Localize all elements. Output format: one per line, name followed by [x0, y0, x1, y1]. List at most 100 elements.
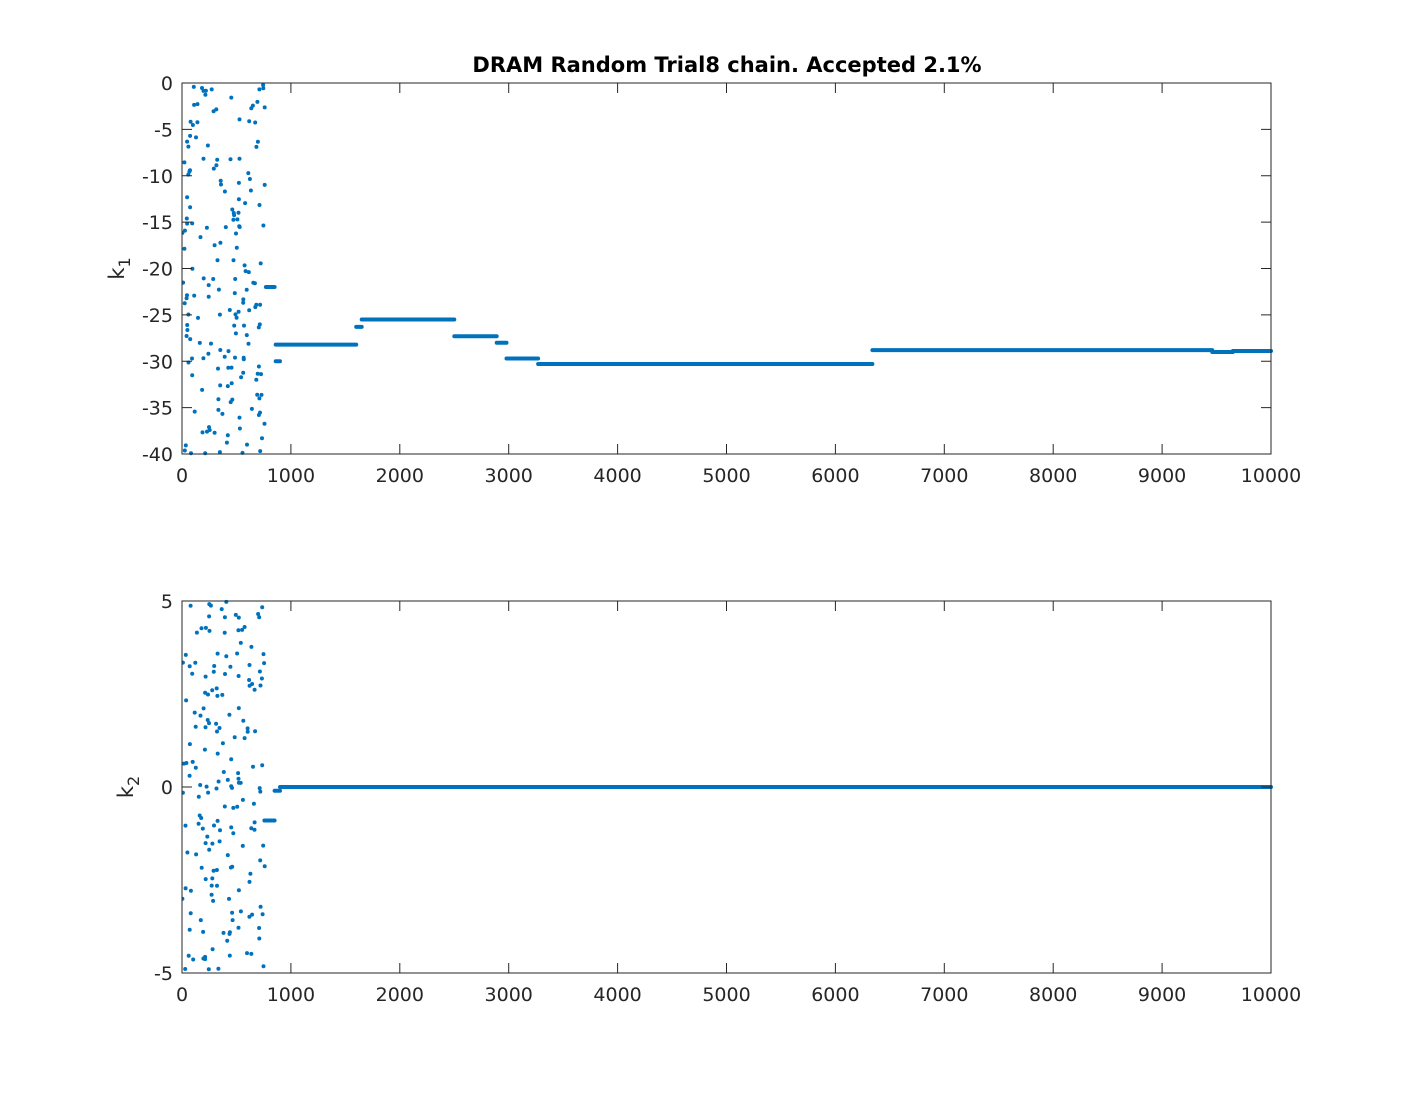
x-tick-label: 6000	[811, 465, 859, 487]
sample-point	[218, 178, 223, 183]
sample-point	[224, 440, 229, 445]
sample-point	[198, 235, 203, 240]
sample-point	[204, 784, 209, 789]
sample-point	[255, 392, 260, 397]
sample-point	[184, 334, 189, 338]
sample-point	[203, 841, 208, 846]
sample-point	[205, 143, 210, 148]
sample-point	[246, 171, 251, 176]
sample-point	[201, 156, 206, 161]
sample-point	[206, 692, 210, 697]
data-layer	[182, 83, 1273, 456]
sample-point	[206, 967, 211, 972]
sample-point	[237, 117, 242, 122]
sample-point	[215, 729, 219, 734]
sample-point	[257, 936, 262, 941]
sample-point	[233, 312, 238, 317]
sample-point	[187, 773, 192, 778]
sample-point	[241, 300, 246, 305]
sample-point	[230, 785, 234, 790]
sample-point	[234, 315, 239, 320]
x-tick-label: 8000	[1029, 984, 1077, 1006]
sample-point	[262, 105, 267, 110]
sample-point	[238, 640, 243, 645]
sample-point	[211, 109, 216, 114]
sample-point	[207, 847, 212, 852]
sample-point	[226, 365, 231, 370]
sample-point	[247, 119, 252, 124]
sample-point	[182, 160, 187, 165]
sample-point	[229, 757, 234, 762]
sample-point	[200, 387, 205, 392]
sample-point	[237, 156, 242, 161]
sample-point	[201, 956, 206, 961]
sample-point	[216, 779, 221, 784]
sample-point	[212, 430, 217, 435]
sample-point	[251, 764, 255, 769]
sample-point	[192, 409, 197, 414]
sample-point	[216, 407, 221, 412]
sample-point	[195, 120, 200, 125]
sample-point	[231, 258, 236, 263]
sample-point	[237, 426, 242, 431]
sample-point	[215, 751, 220, 756]
y-tick-label: -15	[142, 212, 173, 234]
sample-point	[185, 139, 190, 144]
sample-point	[243, 201, 248, 206]
sample-point	[190, 266, 195, 271]
sample-point	[190, 759, 195, 764]
sample-point	[261, 83, 266, 87]
x-tick-label: 10000	[1241, 465, 1301, 487]
sample-point	[262, 182, 267, 187]
sample-point	[185, 323, 190, 327]
sample-point	[262, 864, 267, 869]
sample-point	[183, 886, 188, 891]
y-tick-label: 5	[161, 591, 173, 613]
sample-point	[222, 630, 227, 635]
x-tick-label: 4000	[593, 465, 641, 487]
sample-point	[249, 826, 254, 831]
sample-point	[261, 652, 266, 657]
sample-point	[201, 929, 206, 934]
sample-point	[220, 741, 225, 746]
sample-point	[257, 87, 262, 92]
sample-point	[261, 223, 266, 228]
x-tick-label: 5000	[702, 984, 750, 1006]
sample-point	[184, 216, 189, 221]
sample-point	[238, 909, 243, 914]
sample-point	[248, 871, 253, 876]
sample-point	[220, 411, 225, 416]
sample-point	[256, 413, 261, 417]
sample-point	[236, 780, 241, 785]
sample-point	[192, 710, 197, 715]
sample-point	[217, 450, 222, 455]
sample-point	[190, 123, 195, 127]
sample-point	[212, 243, 217, 248]
sample-point	[198, 713, 203, 718]
sample-point	[249, 644, 254, 649]
sample-point	[252, 687, 257, 692]
sample-point	[215, 651, 220, 656]
sample-point	[234, 231, 238, 236]
sample-point	[203, 92, 208, 97]
sample-point	[216, 366, 220, 371]
sample-point	[250, 682, 255, 686]
sample-point	[233, 277, 238, 281]
sample-point	[186, 953, 191, 958]
sample-point	[221, 930, 226, 935]
x-tick-label: 7000	[920, 465, 968, 487]
sample-point	[255, 99, 260, 104]
y-tick-label: -5	[154, 963, 173, 985]
sample-point	[183, 823, 188, 828]
sample-point	[214, 686, 219, 691]
sample-point	[188, 888, 193, 893]
sample-point	[251, 280, 256, 285]
sample-point	[193, 765, 198, 770]
x-tick-label: 9000	[1138, 984, 1186, 1006]
sample-point	[255, 139, 260, 144]
sample-point	[187, 927, 192, 932]
sample-point	[187, 742, 192, 747]
sample-point	[190, 373, 195, 378]
sample-point	[236, 628, 241, 633]
sample-point	[212, 823, 216, 828]
